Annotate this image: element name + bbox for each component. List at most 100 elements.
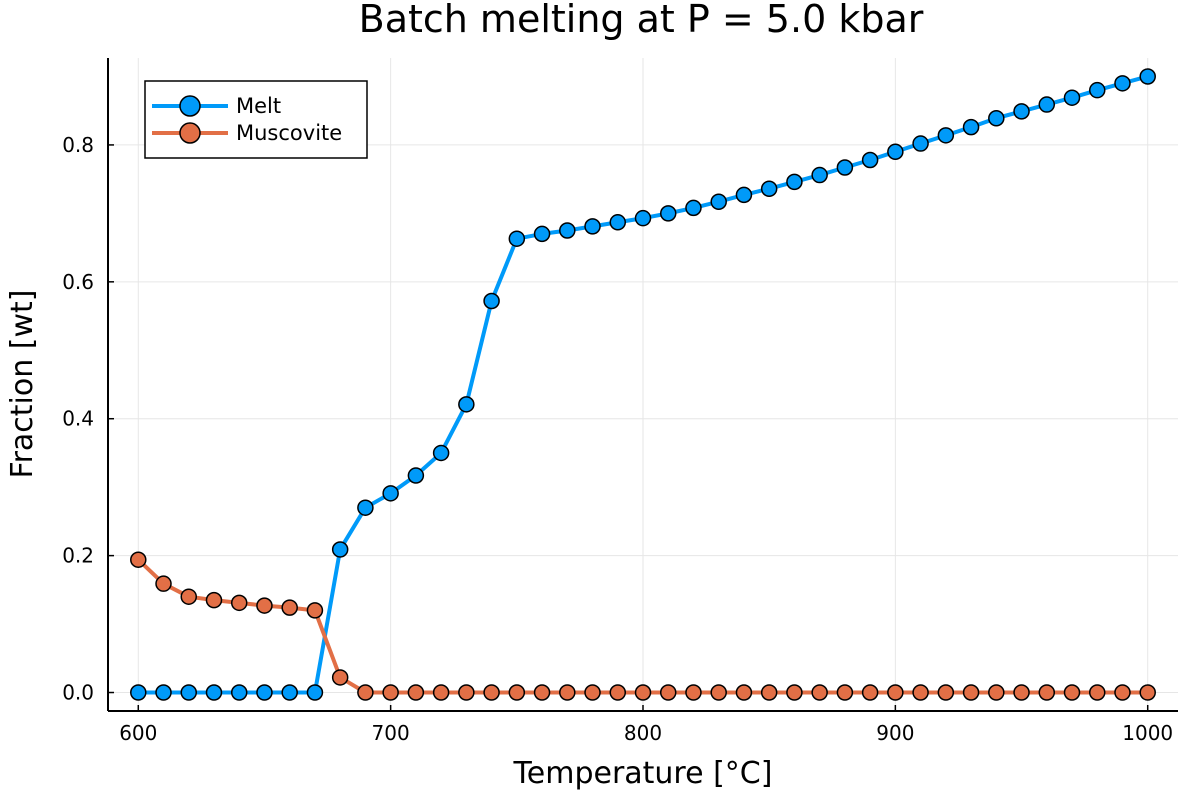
muscovite-point (281, 599, 298, 616)
melt-point (811, 166, 828, 184)
melt-point (710, 193, 727, 210)
melt-point (861, 151, 879, 169)
chart-title: Batch melting at P = 5.0 kbar (359, 0, 924, 41)
legend-melt-marker (179, 95, 201, 117)
melt-point (988, 109, 1005, 127)
y-tick-label: 0.0 (62, 681, 94, 705)
muscovite-point (1088, 684, 1106, 701)
melt-point (1088, 81, 1106, 99)
melt-point (180, 684, 198, 701)
muscovite-point (559, 684, 576, 701)
muscovite-point (861, 684, 879, 701)
y-tick-label: 0.4 (62, 407, 94, 431)
melt-point (1114, 75, 1131, 92)
melt-point (1013, 103, 1030, 120)
legend-box (144, 80, 368, 159)
muscovite-point (180, 588, 198, 605)
muscovite-point (407, 684, 425, 701)
melt-point (458, 396, 475, 413)
melt-point (1038, 96, 1056, 113)
melt-point (584, 218, 601, 235)
muscovite-point (836, 684, 854, 701)
muscovite-point (230, 594, 248, 612)
muscovite-point (786, 684, 803, 701)
legend-melt-label: Melt (236, 94, 281, 118)
muscovite-point (306, 602, 324, 619)
melt-point (786, 173, 803, 191)
muscovite-point (710, 684, 727, 701)
muscovite-point (508, 684, 526, 701)
muscovite-point (685, 684, 702, 701)
x-axis-label: Temperature [°C] (513, 756, 773, 791)
muscovite-point (1038, 684, 1056, 701)
muscovite-point (634, 684, 652, 701)
melt-point (836, 159, 854, 176)
muscovite-point (988, 684, 1005, 701)
melt-point (887, 143, 904, 161)
series-muscovite (130, 551, 1156, 701)
melt-point (735, 186, 753, 204)
melt-point (483, 292, 500, 310)
muscovite-point (887, 684, 904, 701)
legend: Melt Muscovite (144, 80, 368, 159)
melt-point (962, 118, 980, 136)
muscovite-point (1013, 684, 1030, 701)
melt-point (155, 684, 172, 701)
legend-muscovite-marker (179, 122, 201, 144)
muscovite-point (609, 684, 627, 701)
melt-point (357, 499, 374, 516)
series (130, 68, 1156, 701)
melt-point (205, 684, 223, 701)
melt-point (407, 467, 425, 484)
x-tick-label: 900 (876, 721, 914, 745)
series-melt (130, 68, 1156, 701)
muscovite-point (458, 684, 475, 701)
melt-point (1139, 68, 1156, 85)
muscovite-point (811, 684, 828, 701)
x-tick-label: 1000 (1122, 721, 1173, 745)
muscovite-point (912, 684, 929, 701)
melt-point (634, 209, 652, 227)
x-tick-label: 700 (372, 721, 410, 745)
x-tick-label: 600 (119, 721, 157, 745)
melt-point (937, 127, 955, 144)
muscovite-point (357, 684, 374, 701)
y-tick-label: 0.2 (62, 544, 94, 568)
muscovite-point (584, 684, 601, 701)
muscovite-point (1139, 684, 1156, 701)
melt-point (256, 684, 273, 701)
muscovite-point (659, 684, 677, 701)
melt-point (1063, 89, 1081, 106)
melt-point (130, 684, 147, 701)
muscovite-point (155, 575, 172, 592)
melt-point (331, 541, 349, 558)
x-tick-label: 800 (624, 721, 662, 745)
muscovite-point (130, 551, 147, 568)
legend-muscovite-label: Muscovite (236, 121, 342, 145)
melt-point (508, 230, 526, 247)
muscovite-point (331, 669, 349, 686)
melt-point (382, 485, 399, 502)
muscovite-point (256, 597, 273, 614)
muscovite-point (205, 591, 223, 609)
melt-point (609, 214, 627, 231)
y-tick-label: 0.8 (62, 133, 94, 157)
muscovite-point (533, 684, 551, 701)
melt-point (533, 225, 551, 243)
muscovite-point (432, 684, 450, 701)
melt-point (230, 684, 248, 701)
y-tick-label: 0.6 (62, 270, 94, 294)
y-axis-label: Fraction [wt] (5, 290, 40, 479)
melt-point (760, 180, 778, 197)
muscovite-point (760, 684, 778, 701)
melt-point (306, 684, 324, 701)
muscovite-point (735, 684, 753, 701)
muscovite-point (962, 684, 980, 701)
muscovite-point (483, 684, 500, 701)
muscovite-point (937, 684, 955, 701)
muscovite-point (382, 684, 399, 701)
melt-point (432, 444, 450, 462)
ticks: 600 700 800 900 1000 0.0 0.2 0.4 0.6 0.8 (62, 133, 1173, 745)
muscovite-point (1114, 684, 1131, 701)
